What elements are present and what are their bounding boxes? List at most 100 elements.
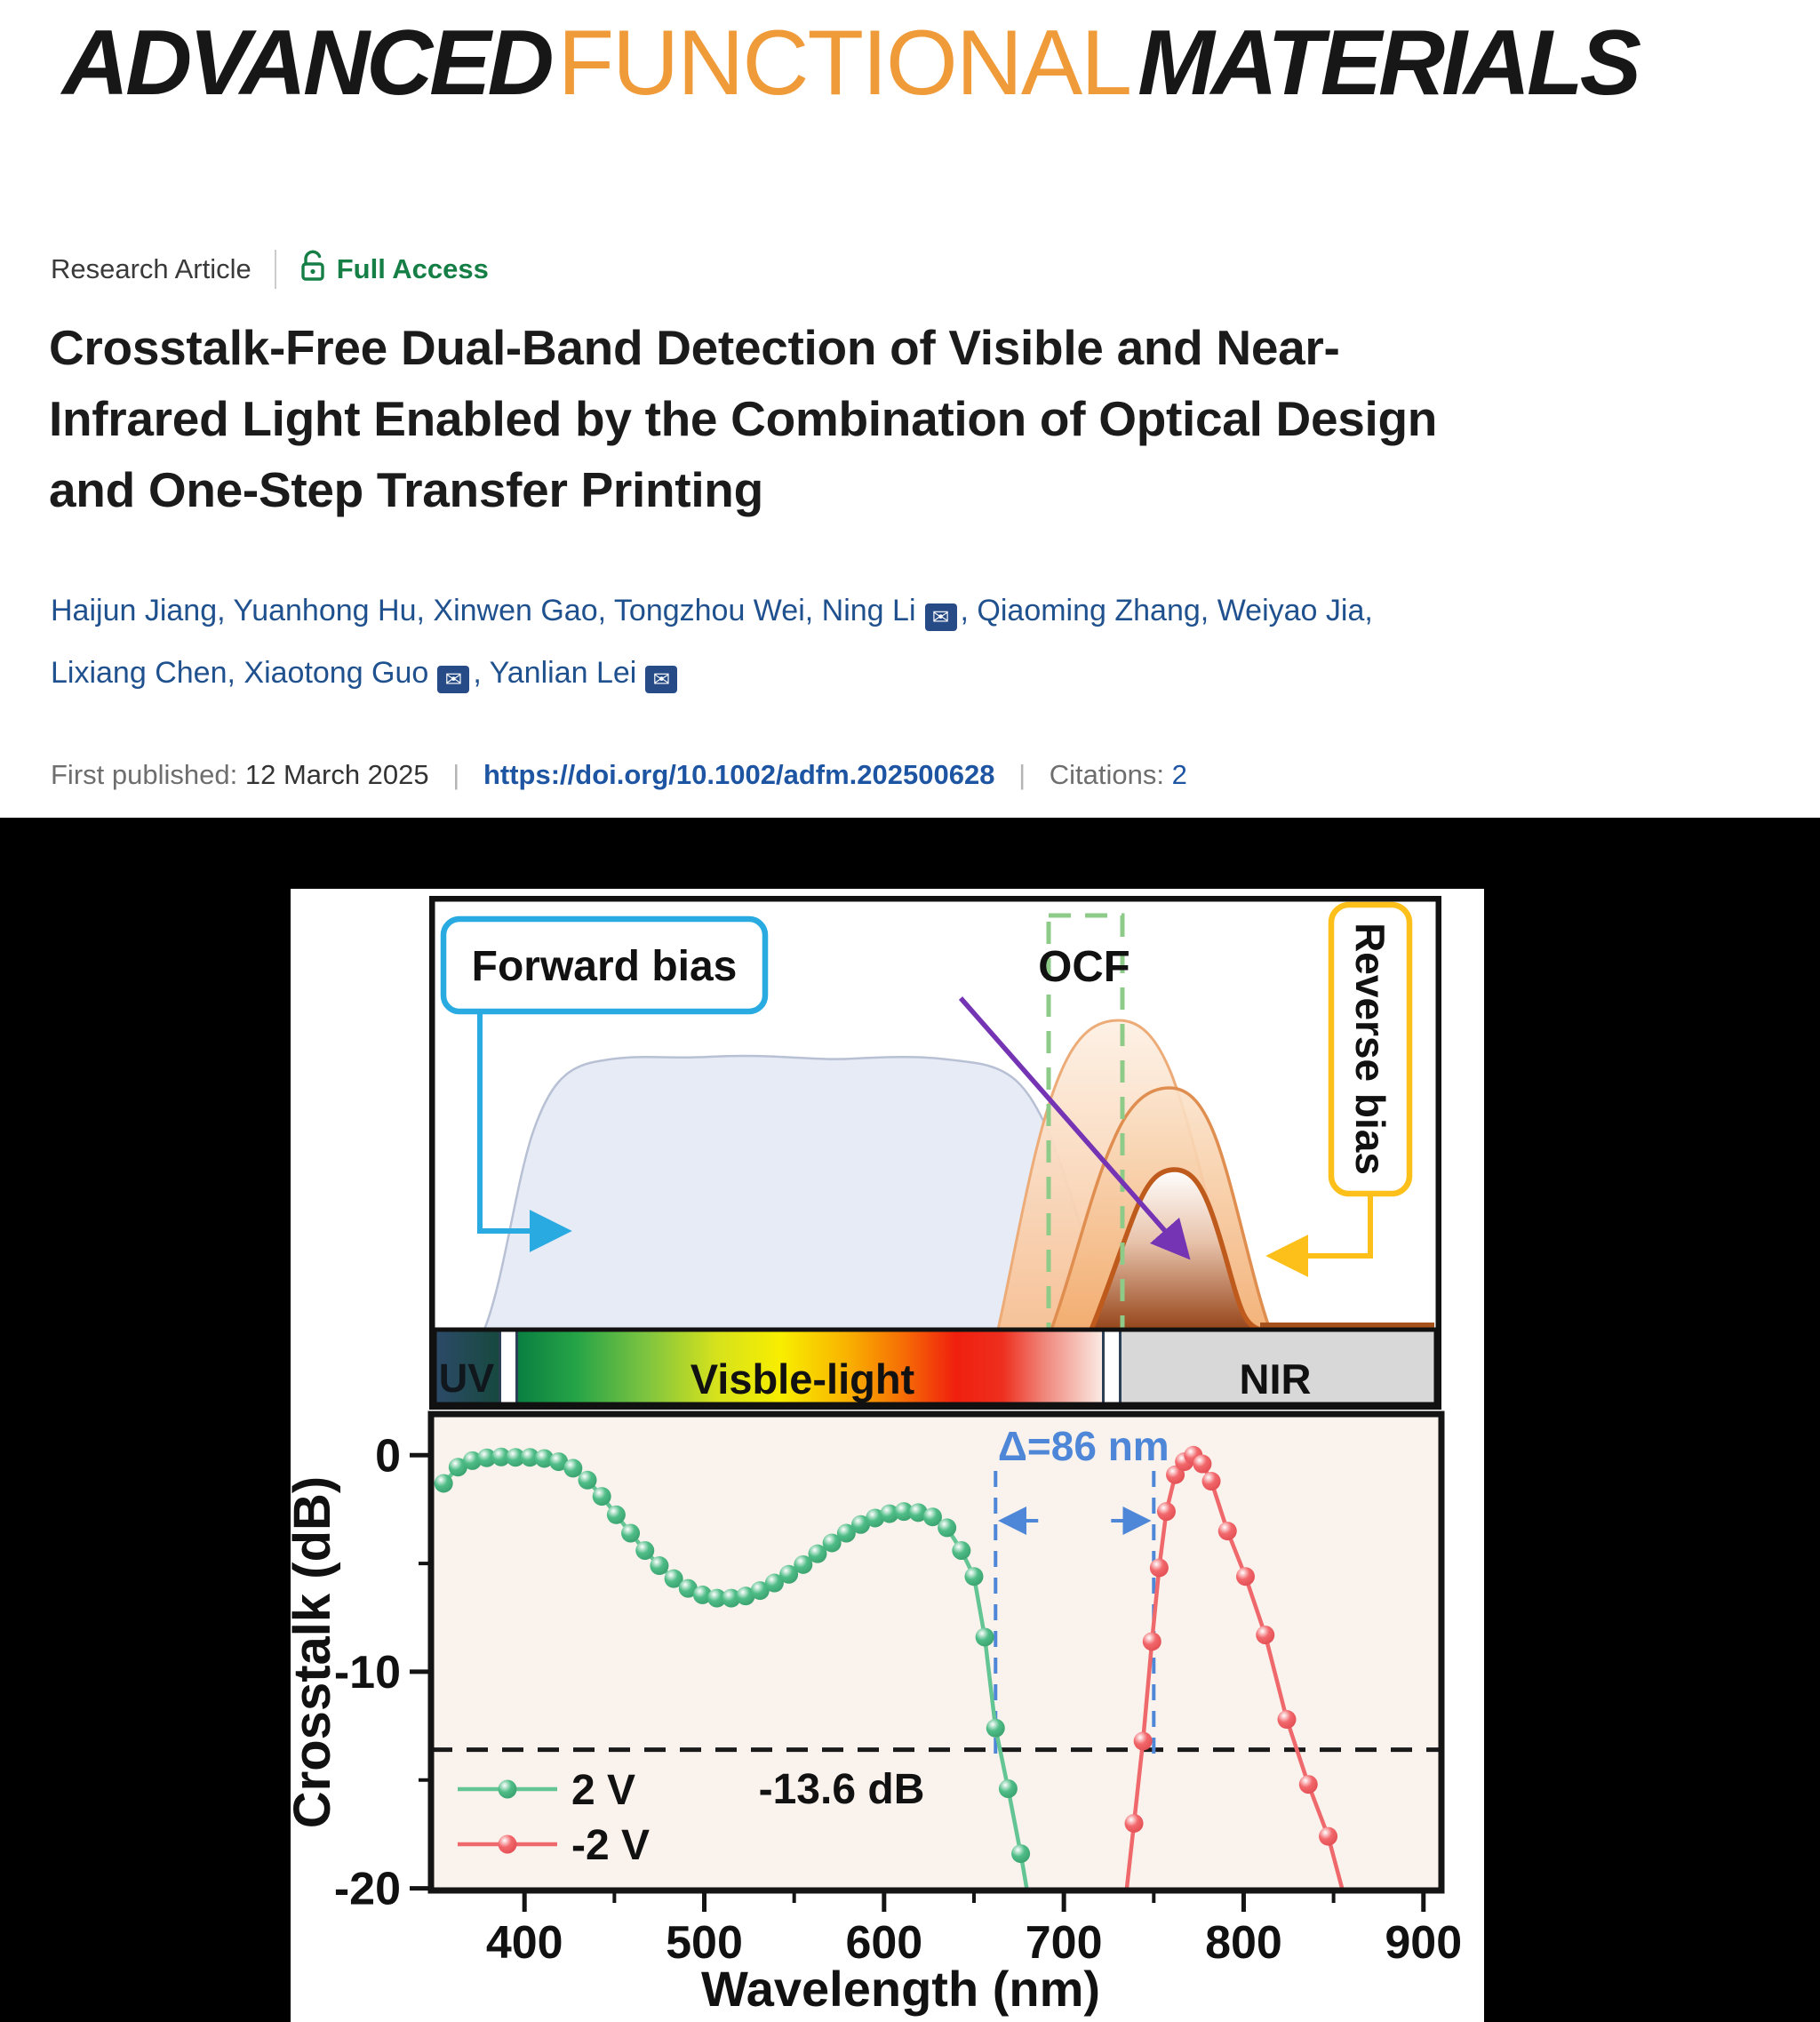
citations-label: Citations: <box>1049 759 1164 790</box>
x-tick-label: 800 <box>1205 1917 1282 1969</box>
data-point <box>434 1474 453 1493</box>
data-point <box>952 1540 971 1560</box>
data-point <box>1149 1558 1169 1578</box>
x-tick-label: 400 <box>486 1917 563 1969</box>
title-line-2: Infrared Light Enabled by the Combinatio… <box>49 390 1438 446</box>
uv-segment <box>436 1331 499 1403</box>
crosstalk-chart: Δ=86 nm 400 500 600 700 800 900 0 -10 -20 Waveleng… <box>291 1411 1462 2017</box>
data-point <box>922 1507 942 1527</box>
spectra-schematic-panel: OCF Forward bias Reverse bias <box>429 896 1441 1410</box>
visible-label: Visble-light <box>690 1355 915 1403</box>
author-line-2: Lixiang Chen, Xiaotong Guo ✉, Yanlian Lei… <box>51 642 1739 704</box>
author-link[interactable]: Yanlian Lei <box>489 656 637 691</box>
data-point <box>520 1448 539 1467</box>
y-tick-label: 0 <box>375 1430 401 1482</box>
email-icon[interactable]: ✉ <box>437 666 470 694</box>
doi-link[interactable]: https://doi.org/10.1002/adfm.202500628 <box>483 759 995 790</box>
data-point <box>707 1588 727 1608</box>
data-point <box>621 1523 641 1543</box>
data-point <box>1298 1775 1318 1794</box>
author-link[interactable]: Lixiang Chen <box>51 656 228 691</box>
data-point <box>836 1523 856 1543</box>
y-axis-label: Crosstalk (dB) <box>291 1476 341 1828</box>
uv-vis-gap <box>499 1331 518 1403</box>
legend-item-2 V: 2 V <box>458 1767 635 1814</box>
author-link[interactable]: Xinwen Gao <box>433 594 598 627</box>
article-meta-row: Research Article Full Access <box>51 249 489 290</box>
data-point <box>975 1627 994 1647</box>
data-point <box>563 1459 583 1478</box>
figure-canvas: OCF Forward bias Reverse bias <box>291 889 1484 2022</box>
data-point <box>650 1556 669 1576</box>
legend-label: -2 V <box>571 1822 650 1869</box>
citations-count[interactable]: 2 <box>1171 759 1187 790</box>
published-date: 12 March 2025 <box>244 759 429 790</box>
reverse-bias-label: Reverse bias <box>1347 923 1393 1175</box>
forward-bias-arrow <box>477 1011 572 1252</box>
data-point <box>1011 1844 1031 1864</box>
data-point <box>1124 1813 1144 1833</box>
legend-marker <box>498 1834 517 1854</box>
data-point <box>678 1578 698 1598</box>
data-point <box>448 1458 467 1477</box>
data-point <box>592 1487 611 1507</box>
logo-word-functional: FUNCTIONAL <box>557 12 1132 115</box>
data-point <box>491 1447 511 1467</box>
threshold-label: -13.6 dB <box>759 1766 925 1813</box>
forward-bias-box <box>440 915 769 1015</box>
author-link[interactable]: Yuanhong Hu <box>233 594 417 627</box>
page-title: Crosstalk-Free Dual-Band Detection of Vi… <box>49 313 1782 525</box>
author-link[interactable]: Ning Li <box>821 594 916 627</box>
data-point <box>477 1448 497 1467</box>
logo-word-advanced: ADVANCED <box>62 12 555 115</box>
journal-logo: ADVANCEDFUNCTIONALMATERIALS <box>62 12 1641 115</box>
data-point <box>894 1502 914 1522</box>
data-point <box>1114 1912 1132 1930</box>
data-point <box>851 1515 871 1534</box>
data-point <box>764 1573 784 1593</box>
data-point <box>880 1504 899 1523</box>
x-tick-label: 900 <box>1385 1917 1462 1969</box>
data-point <box>1142 1632 1161 1651</box>
x-tick-label: 500 <box>666 1917 743 1969</box>
title-line-3: and One-Step Transfer Printing <box>49 461 763 517</box>
x-axis-label: Wavelength (nm) <box>701 1961 1100 2017</box>
data-point <box>534 1449 554 1468</box>
y-tick-label: -10 <box>334 1647 401 1698</box>
data-point <box>750 1581 770 1601</box>
x-tick-label: 700 <box>1026 1917 1103 1969</box>
crosstalk-arrow <box>958 996 1191 1260</box>
author-link[interactable]: Haijun Jiang <box>51 594 218 627</box>
author-list: Haijun Jiang, Yuanhong Hu, Xinwen Gao, T… <box>51 579 1739 704</box>
data-point <box>1201 1472 1221 1491</box>
email-icon[interactable]: ✉ <box>645 666 678 694</box>
author-link[interactable]: Tongzhou Wei <box>613 594 805 627</box>
vis-nir-gap <box>1102 1331 1122 1403</box>
data-point <box>1217 1522 1237 1541</box>
meta-divider <box>274 250 276 289</box>
data-point <box>779 1564 799 1584</box>
series--2 V <box>1114 1445 1352 1930</box>
title-line-1: Crosstalk-Free Dual-Band Detection of Vi… <box>49 320 1340 375</box>
data-point <box>794 1554 813 1574</box>
reverse-bias-arrow <box>1265 1194 1373 1277</box>
data-point <box>986 1718 1005 1738</box>
data-point <box>549 1452 569 1472</box>
published-label: First published: <box>51 759 238 790</box>
email-icon[interactable]: ✉ <box>924 603 957 631</box>
author-link[interactable]: Xiaotong Guo <box>243 656 429 691</box>
spectrum-bar: UV Visble-light NIR <box>432 1327 1439 1407</box>
ocf-label: OCF <box>1038 943 1130 991</box>
author-link[interactable]: Weiyao Jia <box>1217 594 1365 627</box>
data-point <box>908 1503 928 1522</box>
series-2 V <box>434 1447 1031 1890</box>
data-point <box>1319 1826 1338 1846</box>
y-tick-label: -20 <box>334 1864 401 1915</box>
logo-word-materials: MATERIALS <box>1138 12 1641 115</box>
legend-label: 2 V <box>571 1767 635 1814</box>
data-point <box>1166 1465 1185 1484</box>
nir-label: NIR <box>1240 1355 1312 1403</box>
plot-border <box>427 1411 1445 1894</box>
data-point <box>1133 1731 1153 1751</box>
author-link[interactable]: Qiaoming Zhang <box>977 594 1201 627</box>
